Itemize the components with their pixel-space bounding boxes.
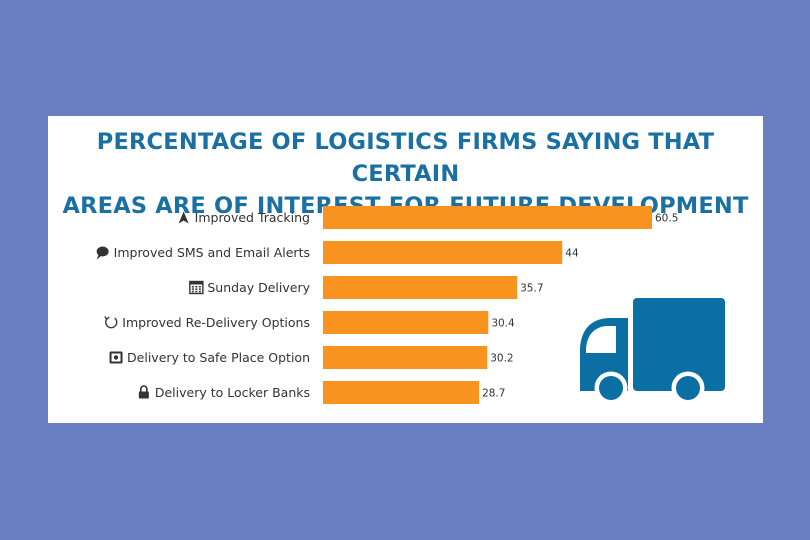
category-label: Delivery to Locker Banks	[155, 385, 310, 400]
safe-icon	[109, 351, 123, 364]
value-label: 35.7	[520, 283, 543, 295]
bar	[323, 311, 489, 334]
bar	[323, 346, 488, 369]
value-label: 44	[565, 248, 579, 260]
chat-bubble-icon	[96, 246, 109, 260]
category-label: Improved Re-Delivery Options	[122, 315, 310, 330]
refresh-icon	[104, 316, 118, 329]
chart-title-line-1: PERCENTAGE OF LOGISTICS FIRMS SAYING THA…	[96, 129, 715, 187]
calendar-icon	[189, 280, 204, 295]
bar	[323, 241, 563, 264]
category-label: Sunday Delivery	[207, 280, 310, 295]
value-label: 28.7	[482, 388, 505, 400]
bar	[323, 276, 518, 299]
truck-icon	[580, 298, 725, 405]
value-label: 60.5	[655, 213, 678, 225]
category-label: Delivery to Safe Place Option	[127, 350, 310, 365]
tracking-icon	[178, 211, 189, 224]
value-label: 30.2	[490, 353, 513, 365]
bar	[323, 381, 480, 404]
lock-icon	[138, 385, 149, 399]
bar-chart: Improved Tracking 60.5 Improved SMS and Em…	[96, 206, 725, 405]
value-label: 30.4	[491, 318, 515, 330]
bar	[323, 206, 652, 229]
category-label: Improved Tracking	[195, 210, 310, 225]
chart-card: PERCENTAGE OF LOGISTICS FIRMS SAYING THA…	[48, 116, 763, 423]
category-label: Improved SMS and Email Alerts	[114, 245, 310, 260]
